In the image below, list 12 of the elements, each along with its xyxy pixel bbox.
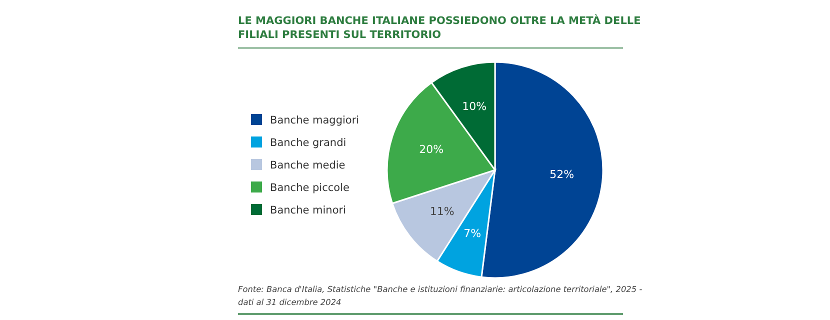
data-label: 20%	[419, 143, 444, 156]
legend-label: Banche maggiori	[270, 114, 360, 126]
data-label: 11%	[430, 204, 454, 218]
data-label: 10%	[462, 100, 487, 114]
legend-label: Banche minori	[270, 204, 346, 216]
legend-label: Banche piccole	[270, 182, 350, 194]
legend-label: Banche grandi	[270, 137, 346, 149]
legend-label: Banche medie	[270, 160, 346, 172]
chart-title: LE MAGGIORI BANCHE ITALIANE POSSIEDONO OLTRE LA METÀ DELLE FILIALI PRESENTI SUL TERRITORIO	[238, 14, 641, 41]
data-label: 52%	[550, 168, 574, 182]
data-label: 7%	[464, 226, 482, 240]
source-note: Fonte: Banca d'Italia, Statistiche "Banche e istituzioni finanziarie: articolazione territoriale", 2025 - dati al 31 dicembre 2024	[238, 284, 642, 307]
